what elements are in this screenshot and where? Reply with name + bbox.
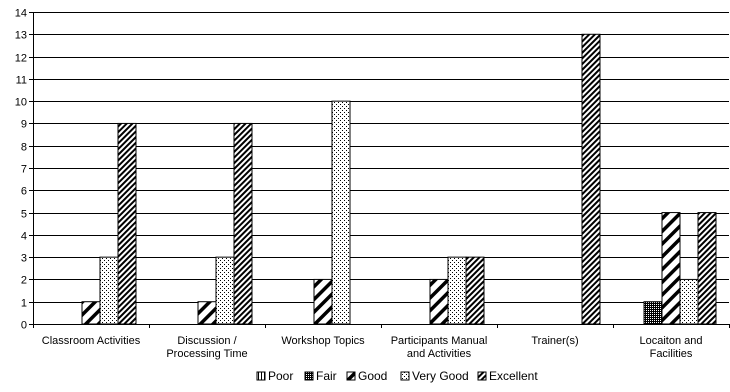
legend-label: Good: [358, 369, 387, 383]
gridlines: [33, 12, 729, 303]
category-label: Classroom Activities: [42, 335, 141, 347]
y-tick-label: 0: [21, 320, 27, 332]
bar-very-good: [99, 256, 119, 325]
category-label: Workshop Topics: [281, 335, 365, 347]
bar-good: [313, 278, 333, 325]
y-tick-label: 1: [21, 298, 27, 310]
y-tick-label: 11: [16, 75, 27, 87]
y-tick-label: 5: [21, 209, 27, 221]
y-tick-label: 10: [15, 97, 27, 109]
y-tick-label: 2: [21, 275, 27, 287]
category-label: Discussion /: [177, 335, 237, 347]
bar-excellent: [233, 122, 253, 325]
y-tick-label: 4: [21, 231, 27, 243]
bar-very-good: [215, 256, 235, 325]
legend-swatch: [304, 371, 314, 381]
category-label: Locaiton and: [640, 335, 703, 347]
bar-good: [429, 278, 449, 325]
legend: Poor Fair Good Very Good Excellent: [256, 369, 538, 383]
legend-swatch: [256, 371, 266, 381]
legend-swatch: [477, 371, 487, 381]
bar-good: [197, 301, 217, 325]
legend-label: Poor: [268, 369, 293, 383]
bar-very-good: [331, 100, 351, 325]
category-label: Processing Time: [166, 348, 247, 360]
legend-label: Excellent: [489, 369, 538, 383]
bar-excellent: [117, 122, 137, 325]
y-tick-label: 13: [15, 30, 27, 42]
legend-swatch: [346, 371, 356, 381]
legend-swatch: [400, 371, 410, 381]
y-tick-label: 6: [21, 186, 27, 198]
legend-label: Fair: [316, 369, 337, 383]
bar-very-good: [447, 256, 467, 325]
bar-very-good: [679, 278, 699, 325]
y-tick-label: 12: [15, 53, 27, 65]
y-tick-label: 3: [21, 253, 27, 265]
bar-excellent: [581, 33, 601, 325]
category-label: Participants Manual: [391, 335, 488, 347]
bars: [81, 33, 717, 325]
y-tick-label: 14: [15, 8, 27, 20]
x-axis-labels: Classroom Activities Discussion /Processi…: [42, 335, 703, 360]
category-label: and Activities: [407, 348, 472, 360]
legend-label: Very Good: [412, 369, 469, 383]
bar-fair: [643, 301, 663, 325]
y-tick-label: 8: [21, 142, 27, 154]
y-tick-label: 9: [21, 119, 27, 131]
axes: [33, 12, 730, 328]
bar-good: [81, 301, 101, 325]
category-label: Facilities: [650, 348, 693, 360]
bar-excellent: [465, 256, 485, 325]
bar-excellent: [697, 212, 717, 325]
bar-good: [661, 212, 681, 325]
category-label: Trainer(s): [531, 335, 578, 347]
y-tick-label: 7: [21, 164, 27, 176]
